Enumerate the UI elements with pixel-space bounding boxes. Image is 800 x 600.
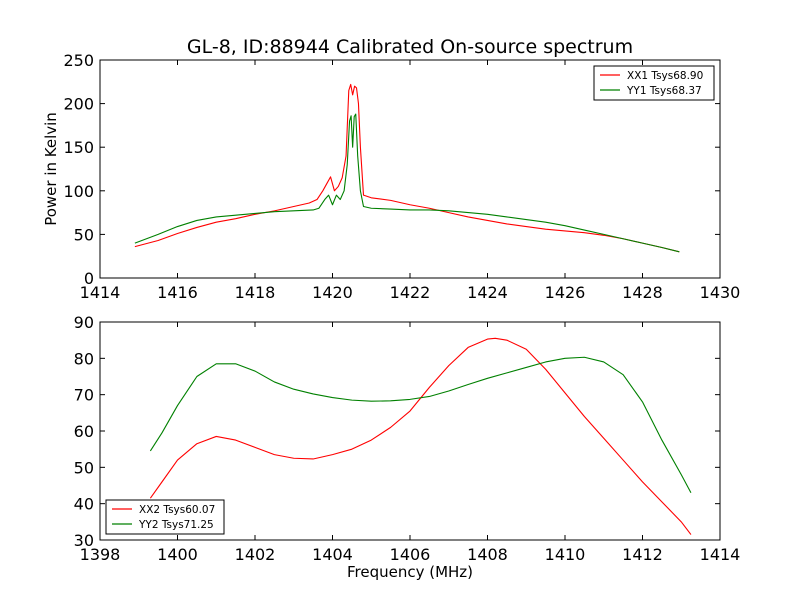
x-tick-label: 1404 bbox=[312, 545, 353, 564]
series-line-xx2 bbox=[149, 337, 692, 535]
x-tick-label: 1400 bbox=[157, 545, 198, 564]
x-tick-label: 1398 bbox=[80, 545, 121, 564]
series-line-yy1 bbox=[134, 113, 680, 253]
y-tick-label: 90 bbox=[74, 313, 94, 332]
y-tick-label: 30 bbox=[74, 531, 94, 550]
y-tick-label: 50 bbox=[74, 225, 94, 244]
y-tick-label: 150 bbox=[63, 138, 94, 157]
y-tick-label: 250 bbox=[63, 51, 94, 70]
series-line-yy2 bbox=[149, 356, 692, 494]
bottom-plot-panel: 1398 1400 1402 1404 1406 1408 1410 1412 1414 30 40… bbox=[74, 313, 741, 564]
y-tick-label: 0 bbox=[84, 269, 94, 288]
x-tick-label: 1430 bbox=[700, 283, 741, 302]
series-line-xx1 bbox=[134, 83, 680, 253]
x-tick-label: 1420 bbox=[312, 283, 353, 302]
y-tick-label: 40 bbox=[74, 495, 94, 514]
x-tick-label: 1422 bbox=[390, 283, 431, 302]
y-tick-label: 100 bbox=[63, 182, 94, 201]
x-tick-label: 1412 bbox=[622, 545, 663, 564]
x-tick-label: 1402 bbox=[235, 545, 276, 564]
y-tick-label: 200 bbox=[63, 95, 94, 114]
x-tick-label: 1410 bbox=[545, 545, 586, 564]
legend-box bbox=[105, 499, 225, 535]
series-group bbox=[134, 83, 680, 253]
x-tick-label: 1426 bbox=[545, 283, 586, 302]
y-tick-label: 70 bbox=[74, 386, 94, 405]
chart-title: GL-8, ID:88944 Calibrated On-source spec… bbox=[187, 36, 633, 58]
x-tick-label: 1406 bbox=[390, 545, 431, 564]
x-axis-label: Frequency (MHz) bbox=[347, 563, 473, 581]
x-tick-label: 1416 bbox=[157, 283, 198, 302]
x-tick-label: 1414 bbox=[700, 545, 741, 564]
legend-label: YY1 Tsys68.37 bbox=[626, 85, 702, 97]
y-tick-label: 60 bbox=[74, 422, 94, 441]
x-tick-label: 1418 bbox=[235, 283, 276, 302]
x-tick-label: 1408 bbox=[467, 545, 508, 564]
y-tick-label: 80 bbox=[74, 349, 94, 368]
legend-label: XX2 Tsys60.07 bbox=[139, 504, 215, 516]
series-group bbox=[149, 337, 692, 535]
x-tick-label: 1414 bbox=[80, 283, 121, 302]
x-tick-label: 1424 bbox=[467, 283, 508, 302]
top-y-axis-label: Power in Kelvin bbox=[42, 112, 60, 226]
legend-label: XX1 Tsys68.90 bbox=[627, 70, 703, 82]
x-tick-label: 1428 bbox=[622, 283, 663, 302]
legend: XX2 Tsys60.07 YY2 Tsys71.25 bbox=[105, 499, 225, 535]
legend-box bbox=[593, 65, 715, 101]
top-plot-panel: 1414 1416 1418 1420 1422 1424 1426 1428 1430 0 50 1… bbox=[63, 51, 740, 302]
legend: XX1 Tsys68.90 YY1 Tsys68.37 bbox=[593, 65, 715, 101]
y-tick-label: 50 bbox=[74, 458, 94, 477]
legend-label: YY2 Tsys71.25 bbox=[138, 519, 214, 531]
